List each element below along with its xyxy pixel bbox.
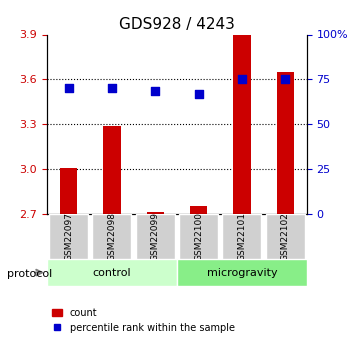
FancyBboxPatch shape (179, 214, 218, 259)
Bar (60, 168, 77, 214)
Bar (233, 34, 251, 214)
Text: protocol: protocol (7, 269, 52, 279)
Text: GSM22098: GSM22098 (108, 212, 116, 261)
FancyBboxPatch shape (136, 214, 175, 259)
Text: GSM22102: GSM22102 (281, 212, 290, 261)
Text: GSM22101: GSM22101 (238, 212, 246, 261)
FancyBboxPatch shape (222, 214, 261, 259)
Legend: count, percentile rank within the sample: count, percentile rank within the sample (48, 304, 239, 337)
Point (196, 91, 201, 97)
FancyBboxPatch shape (49, 214, 88, 259)
Point (152, 88, 158, 94)
Text: GSM22099: GSM22099 (151, 212, 160, 261)
Point (282, 77, 288, 82)
Bar (277, 72, 294, 214)
FancyBboxPatch shape (177, 259, 307, 286)
Point (109, 86, 115, 91)
Text: microgravity: microgravity (206, 268, 277, 277)
Text: GSM22100: GSM22100 (194, 212, 203, 261)
FancyBboxPatch shape (92, 214, 131, 259)
Text: GSM22097: GSM22097 (64, 212, 73, 261)
FancyBboxPatch shape (47, 259, 177, 286)
FancyBboxPatch shape (266, 214, 305, 259)
Bar (147, 212, 164, 214)
Point (66, 86, 71, 91)
Bar (103, 126, 121, 214)
Point (239, 77, 245, 82)
Title: GDS928 / 4243: GDS928 / 4243 (119, 17, 235, 32)
Bar (190, 206, 207, 214)
Text: control: control (93, 268, 131, 277)
